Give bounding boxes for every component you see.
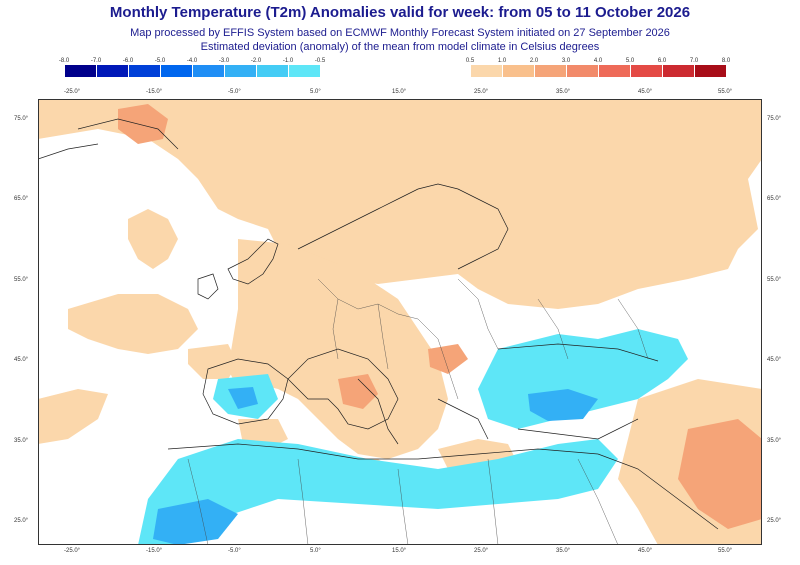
- lon-label-bottom: -5.0°: [228, 548, 241, 554]
- legend-cold-swatch-5: [192, 65, 224, 77]
- legend-warm-tick: 7.0: [689, 58, 699, 64]
- legend-warm-tick: 4.0: [593, 58, 603, 64]
- legend-warm-swatch-5: [598, 65, 630, 77]
- legend-cold-swatch-3: [128, 65, 160, 77]
- lon-label-top: 55.0°: [718, 89, 733, 95]
- lon-label-bottom: -15.0°: [146, 548, 163, 554]
- legend-cold-swatch-8: [288, 65, 320, 77]
- legend-cold-tick: -2.0: [250, 58, 262, 64]
- legend-warm-tick: 2.0: [529, 58, 539, 64]
- lat-label-left: 65.0°: [14, 196, 29, 202]
- lat-label-right: 55.0°: [767, 277, 782, 283]
- lon-label-top: -15.0°: [146, 89, 163, 95]
- lon-label-bottom: 35.0°: [556, 548, 571, 554]
- lon-label-top: 25.0°: [474, 89, 489, 95]
- lon-label-bottom: 5.0°: [310, 548, 321, 554]
- legend-cold-swatch-7: [256, 65, 288, 77]
- strong-warm-anomaly-fields: [118, 104, 762, 529]
- lat-label-left: 45.0°: [14, 357, 29, 363]
- deep-cool-anomaly-fields: [153, 387, 598, 545]
- lon-label-bottom: 15.0°: [392, 548, 407, 554]
- lat-label-right: 35.0°: [767, 438, 782, 444]
- legend-warm-swatch-4: [566, 65, 598, 77]
- legend-cold-swatch-4: [160, 65, 192, 77]
- legend-cold-swatch-6: [224, 65, 256, 77]
- legend-warm-tick: 5.0: [625, 58, 635, 64]
- lon-label-bottom: 55.0°: [718, 548, 733, 554]
- lat-label-left: 25.0°: [14, 518, 29, 524]
- lon-label-bottom: -25.0°: [64, 548, 81, 554]
- lat-label-right: 25.0°: [767, 518, 782, 524]
- legend-warm-tick: 0.5: [465, 58, 475, 64]
- lat-label-right: 65.0°: [767, 196, 782, 202]
- country-borders: [187, 278, 649, 545]
- legend-cold-swatch-1: [64, 65, 96, 77]
- legend-warm-swatch-8: [694, 65, 726, 77]
- legend-cold-swatch-2: [96, 65, 128, 77]
- legend-cold-tick: -5.0: [154, 58, 166, 64]
- lon-label-top: 35.0°: [556, 89, 571, 95]
- legend-cold-tick: -0.5: [314, 58, 326, 64]
- lat-label-left: 35.0°: [14, 438, 29, 444]
- legend-warm-swatch-3: [534, 65, 566, 77]
- lat-label-right: 45.0°: [767, 357, 782, 363]
- legend-cold-tick: -8.0: [58, 58, 70, 64]
- legend-warm-swatch-1: [470, 65, 502, 77]
- legend-cold-bar: [64, 65, 320, 77]
- lon-label-top: -5.0°: [228, 89, 241, 95]
- lon-label-top: 45.0°: [638, 89, 653, 95]
- legend-warm-swatch-2: [502, 65, 534, 77]
- lat-label-right: 75.0°: [767, 116, 782, 122]
- map-title: Monthly Temperature (T2m) Anomalies vali…: [109, 4, 691, 21]
- legend-warm-bar: [470, 65, 726, 77]
- legend-cold-tick: -6.0: [122, 58, 134, 64]
- map-subtitle-processing: Map processed by EFFIS System based on E…: [130, 27, 670, 39]
- lon-label-top: 5.0°: [310, 89, 321, 95]
- lon-label-top: 15.0°: [392, 89, 407, 95]
- legend-warm-tick: 1.0: [497, 58, 507, 64]
- legend-cold-tick: -1.0: [282, 58, 294, 64]
- lon-label-bottom: 45.0°: [638, 548, 653, 554]
- legend-cold-tick: -4.0: [186, 58, 198, 64]
- legend-cold-tick: -7.0: [90, 58, 102, 64]
- legend-warm-swatch-6: [630, 65, 662, 77]
- lat-label-left: 55.0°: [14, 277, 29, 283]
- legend-warm-tick: 3.0: [561, 58, 571, 64]
- map-subtitle-units: Estimated deviation (anomaly) of the mea…: [200, 41, 600, 53]
- lon-label-bottom: 25.0°: [474, 548, 489, 554]
- lat-label-left: 75.0°: [14, 116, 29, 122]
- lon-label-top: -25.0°: [64, 89, 81, 95]
- coastlines: [38, 118, 719, 530]
- legend-warm-tick: 8.0: [721, 58, 731, 64]
- anomaly-map: [38, 99, 762, 545]
- legend-warm-tick: 6.0: [657, 58, 667, 64]
- legend-cold-tick: -3.0: [218, 58, 230, 64]
- legend-warm-swatch-7: [662, 65, 694, 77]
